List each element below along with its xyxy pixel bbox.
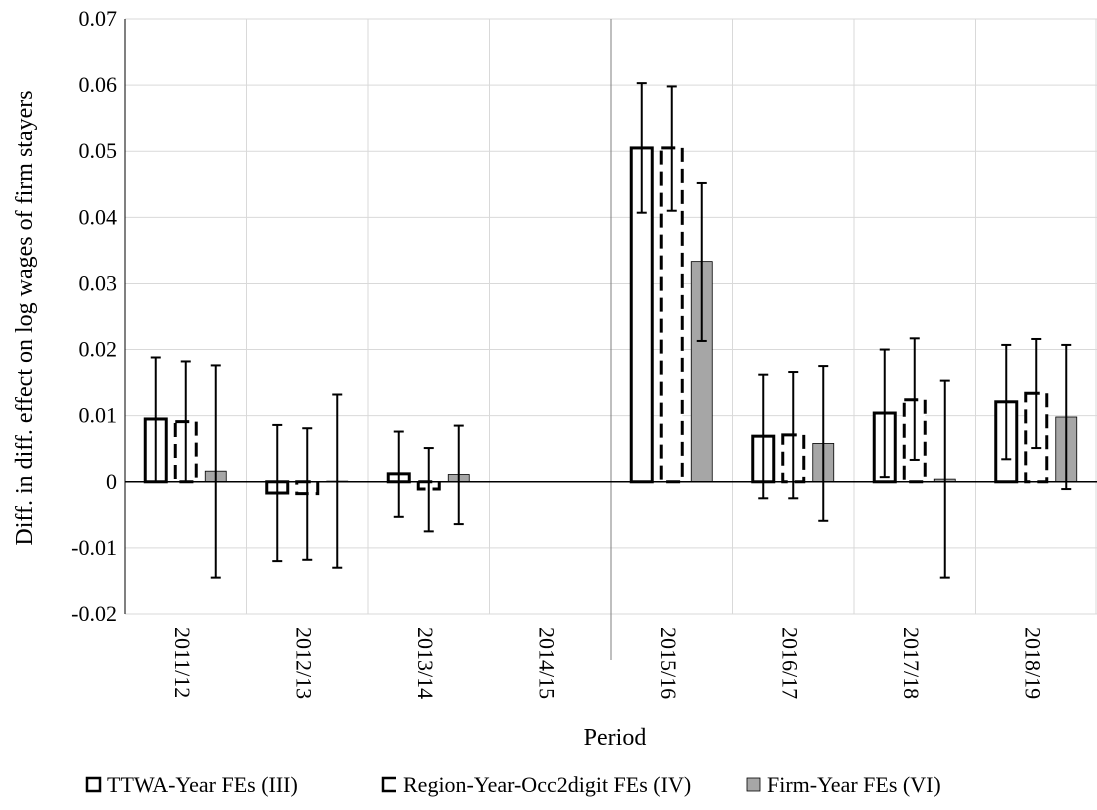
legend-swatch-outline-dashed <box>381 776 396 793</box>
x-tick-label: 2015/16 <box>656 627 681 699</box>
y-axis-title: Diff. in diff. effect on log wages of fi… <box>12 90 38 545</box>
legend-swatch-filled <box>746 777 761 792</box>
y-tick-label: 0.05 <box>79 138 118 163</box>
legend-swatch-outline-solid <box>85 776 102 793</box>
y-tick-label: 0 <box>106 469 117 494</box>
x-tick-label: 2017/18 <box>899 627 924 699</box>
y-tick-label: 0.04 <box>79 204 118 229</box>
x-tick-label: 2012/13 <box>291 627 316 699</box>
y-tick-label: 0.03 <box>79 270 118 295</box>
axes <box>124 19 1097 614</box>
x-tick-labels: 2011/12 2012/13 2013/14 2014/15 2015/16 2016/… <box>170 627 1046 699</box>
x-tick-label: 2014/15 <box>534 627 559 699</box>
legend-label: Region-Year-Occ2digit FEs (IV) <box>403 772 691 797</box>
y-tick-label: 0.07 <box>79 6 118 31</box>
x-tick-label: 2018/19 <box>1020 627 1045 699</box>
x-tick-label: 2013/14 <box>413 627 438 699</box>
x-axis-title: Period <box>584 725 647 751</box>
y-tick-label: 0.01 <box>79 403 118 428</box>
legend: TTWA-Year FEs (III) Region-Year-Occ2digit… <box>85 772 941 797</box>
y-tick-label: 0.02 <box>79 337 118 362</box>
x-tick-label: 2016/17 <box>777 627 802 699</box>
x-tick-label: 2011/12 <box>170 627 195 698</box>
y-tick-label: 0.06 <box>79 72 118 97</box>
legend-label: TTWA-Year FEs (III) <box>107 772 298 797</box>
y-tick-labels: -0.02 -0.01 0 0.01 0.02 0.03 0.04 0.05 0.06 0.07 <box>71 6 117 626</box>
y-tick-label: -0.01 <box>71 535 117 560</box>
y-tick-label: -0.02 <box>71 601 117 626</box>
legend-label: Firm-Year FEs (VI) <box>767 772 941 797</box>
